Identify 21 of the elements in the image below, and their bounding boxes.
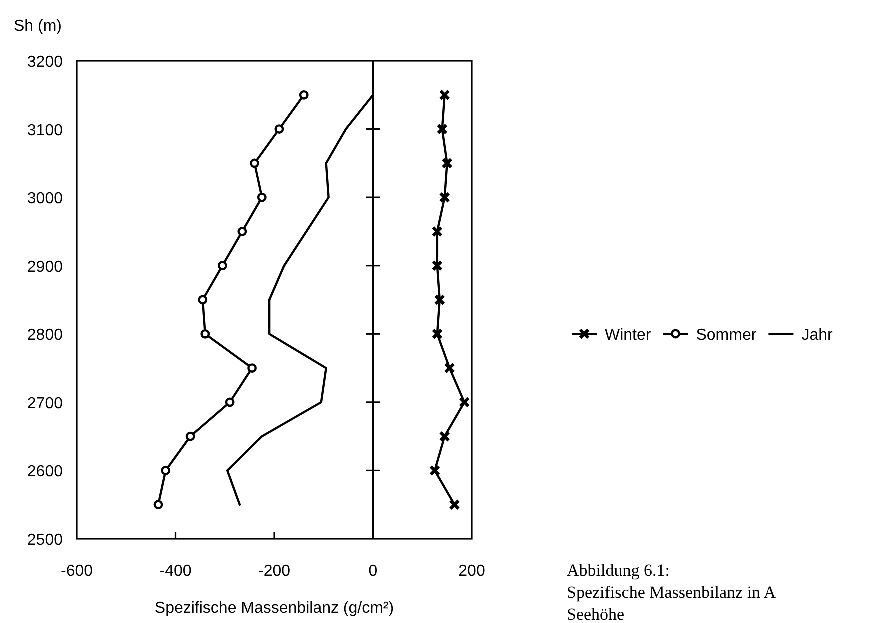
- text: Seehöhe: [567, 605, 625, 623]
- legend-label: Jahr: [802, 327, 834, 344]
- x-tick-label: 200: [458, 563, 486, 580]
- x-tick-label: 0: [368, 563, 378, 580]
- y-tick-label: 3100: [27, 122, 64, 140]
- y-tick-label: 2800: [27, 327, 64, 344]
- x-axis-title: Spezifische Massenbilanz (g/cm²): [154, 600, 394, 617]
- y-tick-label: 3200: [27, 54, 64, 71]
- legend-label: Sommer: [696, 327, 758, 344]
- y-tick-label: 3000: [27, 190, 64, 208]
- text: Abbildung 6.1:: [567, 561, 670, 580]
- y-axis-title: Sh (m): [14, 18, 62, 35]
- y-tick-label: 2500: [27, 532, 64, 549]
- y-tick-label: 2900: [27, 258, 64, 276]
- text: Spezifische Massenbilanz in A: [567, 583, 777, 602]
- x-tick-label: -400: [160, 563, 192, 580]
- x-tick-label: -600: [60, 563, 94, 580]
- legend-label: Winter: [605, 327, 652, 344]
- y-tick-label: 2700: [27, 395, 64, 412]
- x-tick-label: -200: [258, 563, 291, 580]
- y-tick-label: 2600: [27, 464, 64, 481]
